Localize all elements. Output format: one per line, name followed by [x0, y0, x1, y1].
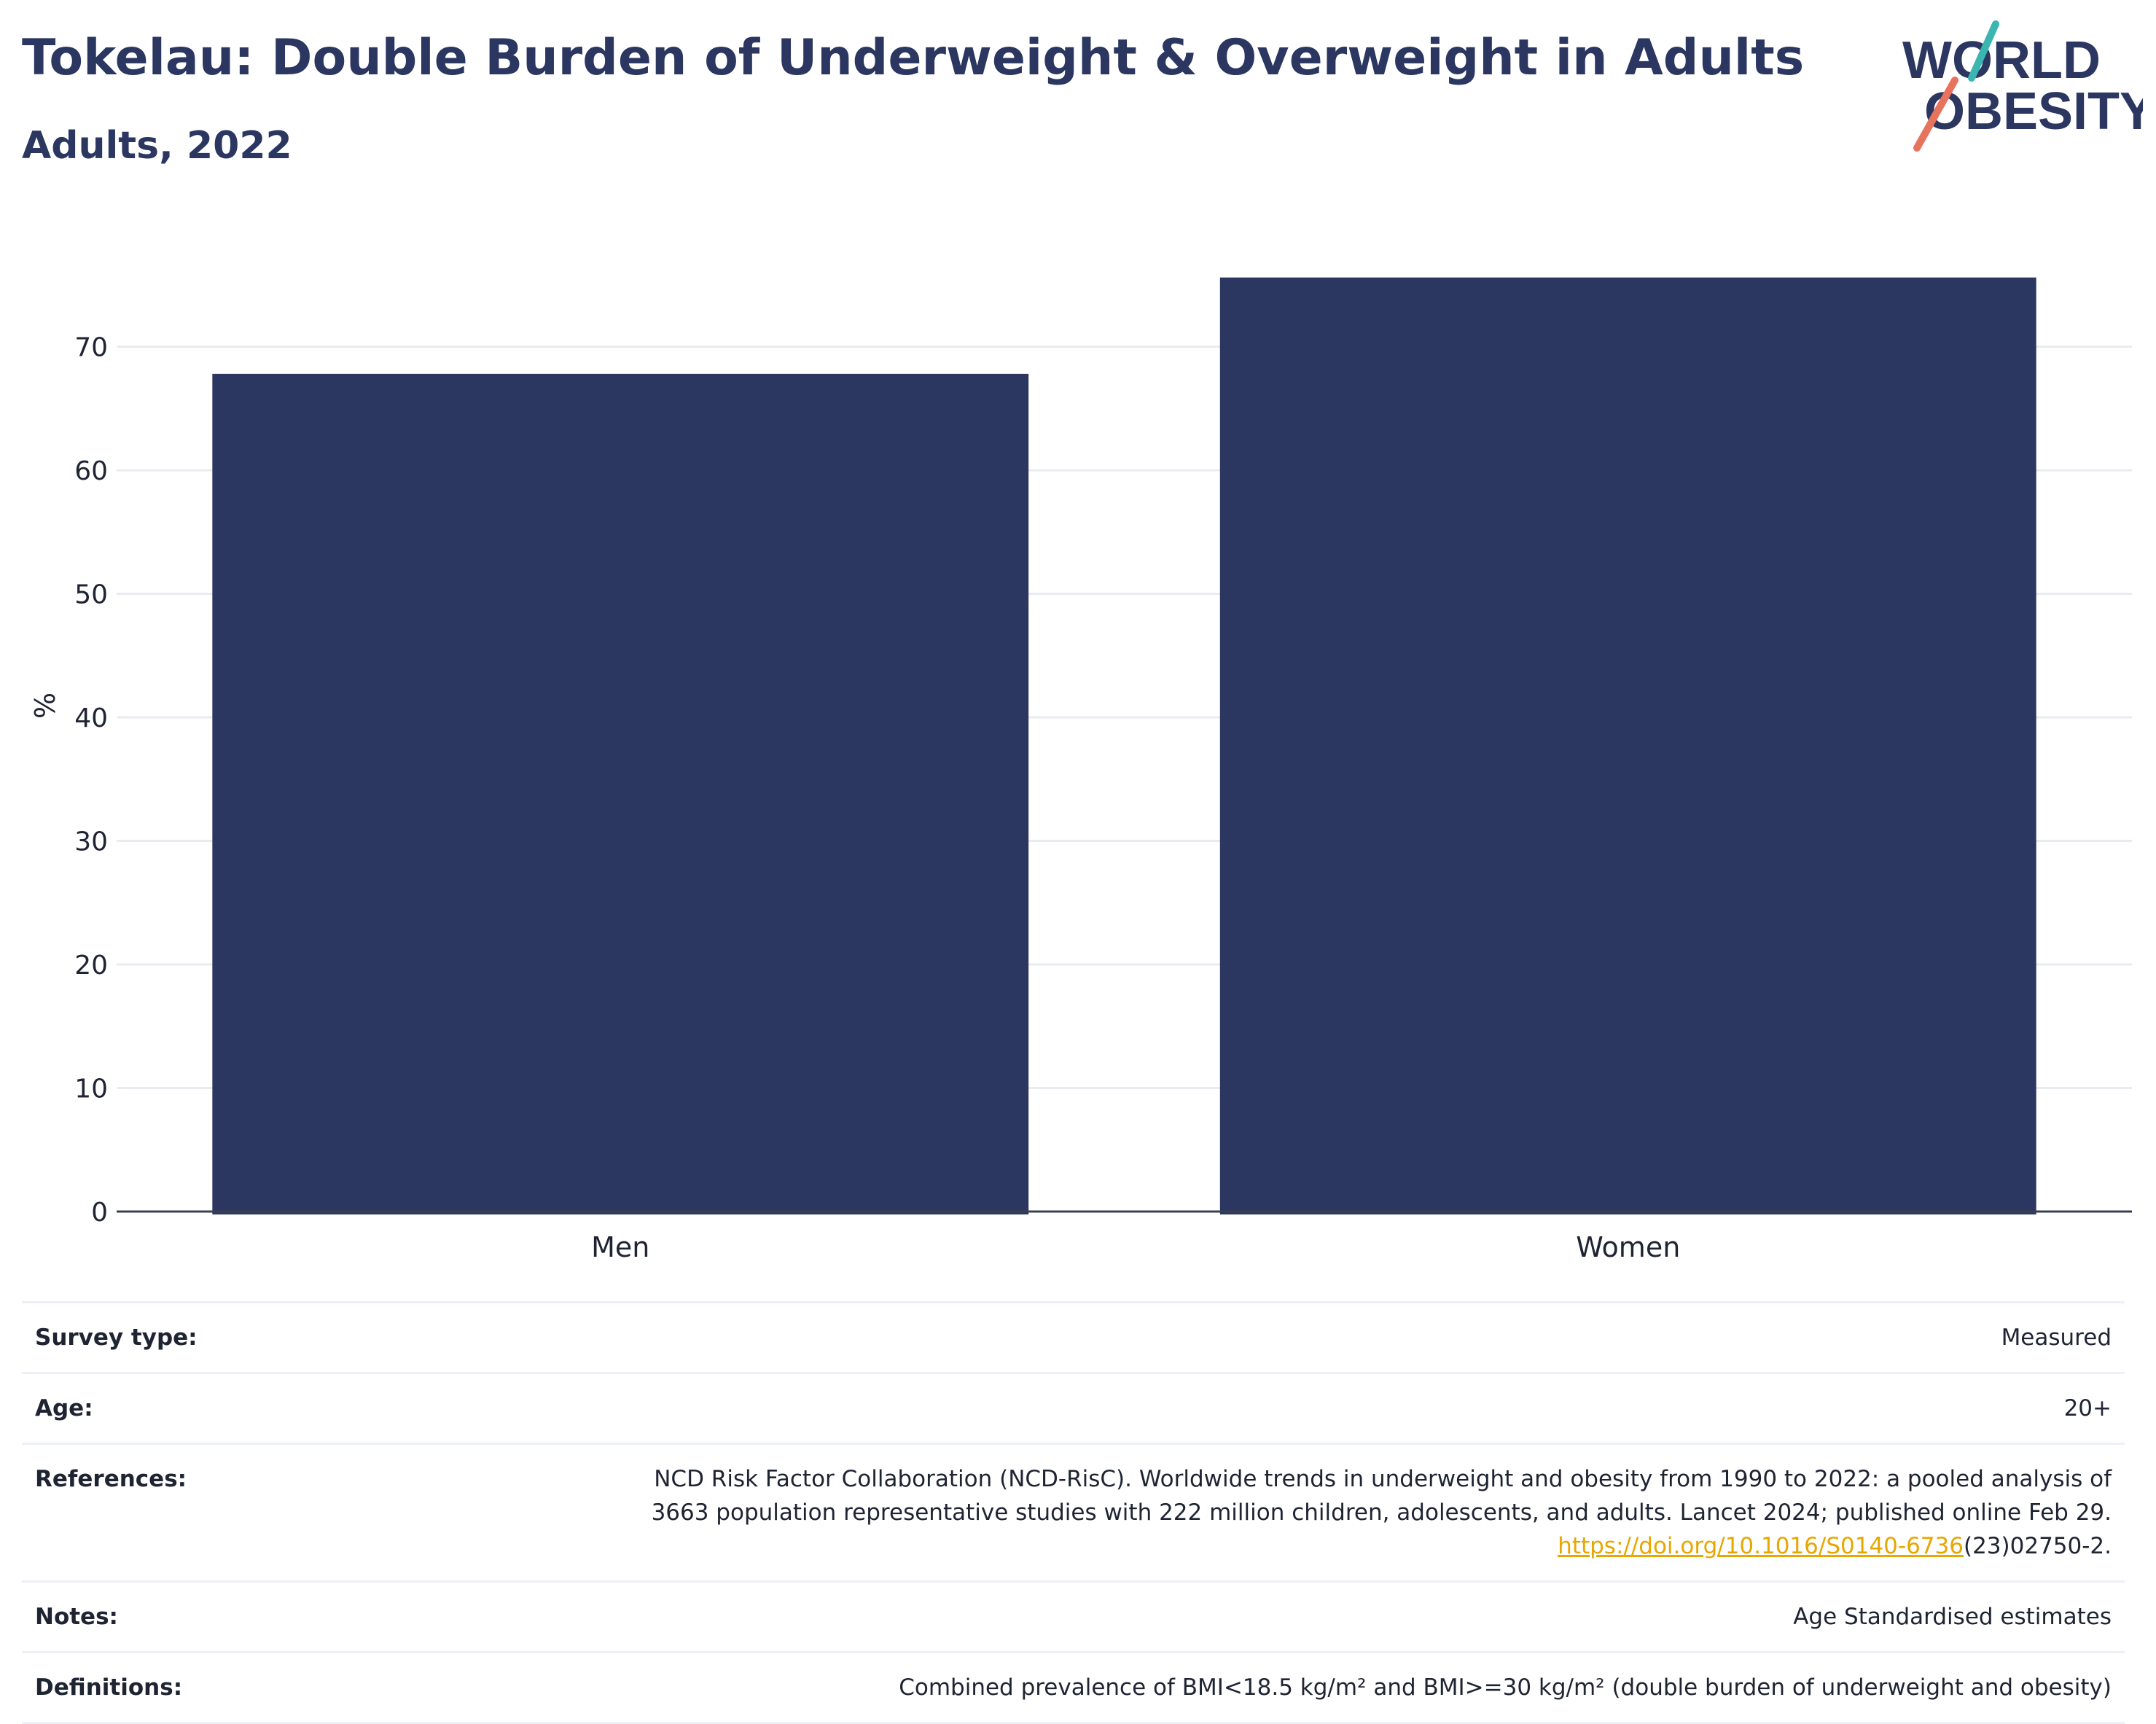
- age-label: Age:: [35, 1395, 93, 1421]
- references-value: NCD Risk Factor Collaboration (NCD-RisC)…: [268, 1462, 2112, 1563]
- x-category-label: Women: [1576, 1231, 1680, 1263]
- definitions-label: Definitions:: [35, 1674, 183, 1701]
- references-line3: https://doi.org/10.1016/S0140-6736(23)02…: [268, 1529, 2112, 1563]
- logo-slash-teal: [1968, 20, 1999, 82]
- logo-line2: OBESITY: [1924, 82, 2143, 141]
- meta-row-notes: Notes: Age Standardised estimates: [22, 1580, 2125, 1651]
- y-tick-label: 30: [74, 827, 108, 857]
- page-title: Tokelau: Double Burden of Underweight & …: [22, 29, 1805, 87]
- y-tick-label: 0: [91, 1198, 108, 1228]
- doi-link[interactable]: https://doi.org/10.1016/S0140-6736: [1558, 1533, 1964, 1559]
- metadata-table: Survey type: Measured Age: 20+ Reference…: [22, 1301, 2125, 1724]
- logo-slash-coral: [1913, 77, 1958, 152]
- meta-row-survey-type: Survey type: Measured: [22, 1301, 2125, 1372]
- logo-line1: WORLD: [1902, 31, 2101, 90]
- y-tick-label: 10: [74, 1074, 108, 1104]
- y-tick-label: 70: [74, 333, 108, 363]
- y-tick-labels: 0 10 20 30 40 50 60 70: [74, 333, 108, 1228]
- x-category-labels: Men Women: [591, 1231, 1680, 1263]
- x-category-label: Men: [591, 1231, 649, 1263]
- definitions-value: Combined prevalence of BMI<18.5 kg/m² an…: [899, 1674, 2112, 1701]
- references-line2: 3663 population representative studies w…: [651, 1499, 2112, 1526]
- bar-women: [1219, 277, 2036, 1215]
- doi-link-suffix: (23)02750-2.: [1963, 1533, 2112, 1559]
- meta-row-age: Age: 20+: [22, 1372, 2125, 1443]
- y-tick-label: 40: [74, 703, 108, 733]
- notes-value: Age Standardised estimates: [1793, 1604, 2112, 1630]
- world-obesity-logo: WORLD OBESITY: [1902, 20, 2143, 152]
- references-label: References:: [35, 1466, 187, 1492]
- meta-row-references: References: NCD Risk Factor Collaboratio…: [22, 1443, 2125, 1580]
- notes-label: Notes:: [35, 1604, 118, 1630]
- y-axis-label: %: [29, 693, 61, 719]
- meta-row-definitions: Definitions: Combined prevalence of BMI<…: [22, 1651, 2125, 1724]
- y-tick-label: 50: [74, 580, 108, 610]
- y-tick-label: 60: [74, 456, 108, 486]
- page-subtitle: Adults, 2022: [22, 124, 292, 168]
- bars: [212, 277, 2036, 1215]
- y-tick-label: 20: [74, 951, 108, 980]
- references-line1: NCD Risk Factor Collaboration (NCD-RisC)…: [654, 1466, 2112, 1492]
- survey-type-value: Measured: [2001, 1325, 2112, 1351]
- bar-men: [212, 373, 1029, 1214]
- survey-type-label: Survey type:: [35, 1325, 198, 1351]
- age-value: 20+: [2063, 1395, 2112, 1421]
- bar-chart: 0 10 20 30 40 50 60 70 Men Women %: [29, 277, 2132, 1263]
